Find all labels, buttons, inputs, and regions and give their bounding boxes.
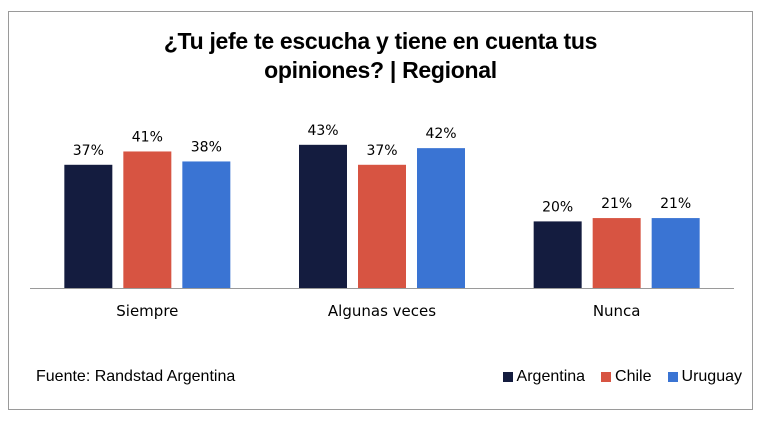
chart-title: ¿Tu jefe te escucha y tiene en cuenta tu… (8, 27, 753, 85)
legend-label-argentina: Argentina (516, 368, 586, 385)
legend-swatch-argentina (502, 372, 513, 382)
bar-argentina-siempre (64, 164, 113, 288)
legend-item-chile: Chile (601, 368, 652, 386)
data-label-argentina-siempre: 37% (73, 143, 104, 159)
bar-chile-algunas-veces (358, 164, 406, 288)
bar-argentina-algunas-veces (299, 144, 347, 288)
data-label-uruguay-algunas-veces: 42% (425, 126, 456, 142)
category-label-algunas-veces: Algunas veces (328, 302, 436, 320)
data-label-chile-siempre: 41% (132, 129, 163, 145)
chart-title-line-1: ¿Tu jefe te escucha y tiene en cuenta tu… (163, 28, 598, 54)
category-label-siempre: Siempre (116, 302, 178, 320)
legend-item-uruguay: Uruguay (667, 368, 742, 386)
data-label-chile-algunas-veces: 37% (366, 143, 397, 159)
bar-chile-siempre (123, 151, 172, 288)
bar-uruguay-nunca (651, 218, 700, 288)
bar-argentina-nunca (533, 221, 582, 288)
bar-uruguay-siempre (182, 161, 231, 288)
bar-uruguay-algunas-veces (417, 148, 465, 288)
legend-item-argentina: Argentina (502, 368, 586, 386)
data-label-chile-nunca: 21% (601, 196, 632, 212)
legend-label-uruguay: Uruguay (681, 368, 742, 385)
data-label-argentina-algunas-veces: 43% (307, 123, 338, 139)
bar-chile-nunca (592, 218, 641, 288)
source-note: Fuente: Randstad Argentina (36, 368, 236, 385)
legend-swatch-chile (601, 372, 612, 382)
chart-title-line-2: opiniones? | Regional (264, 57, 497, 83)
legend-label-chile: Chile (615, 368, 652, 385)
data-label-uruguay-siempre: 38% (191, 139, 222, 155)
legend-swatch-uruguay (667, 372, 678, 382)
data-label-argentina-nunca: 20% (542, 199, 573, 215)
category-label-nunca: Nunca (593, 302, 641, 320)
legend: Argentina Chile Uruguay (487, 368, 742, 386)
data-label-uruguay-nunca: 21% (660, 196, 691, 212)
